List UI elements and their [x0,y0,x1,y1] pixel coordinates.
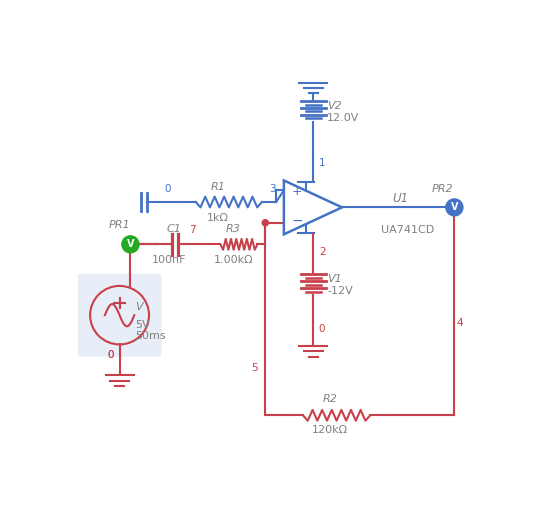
Text: V: V [450,203,458,212]
Text: 0: 0 [164,184,171,193]
Text: R3: R3 [226,223,241,234]
Text: 120kΩ: 120kΩ [312,425,348,435]
Text: V2: V2 [327,101,342,111]
Text: R1: R1 [211,182,225,192]
Text: 1.00kΩ: 1.00kΩ [213,255,253,265]
Text: V1: V1 [327,274,342,284]
Text: 1kΩ: 1kΩ [207,213,229,223]
Text: PR1: PR1 [109,220,131,231]
Text: 1: 1 [319,158,325,168]
FancyBboxPatch shape [78,274,162,357]
Text: V: V [135,302,143,313]
Text: UA741CD: UA741CD [381,225,434,236]
Text: 5V: 5V [135,320,150,330]
Text: V: V [127,239,134,249]
Text: R2: R2 [323,394,338,404]
Text: +: + [292,185,302,199]
Text: 4: 4 [457,318,463,328]
Text: 50ms: 50ms [135,330,166,341]
Circle shape [122,236,139,253]
Text: 7: 7 [189,225,196,235]
Circle shape [262,220,269,226]
Text: 3: 3 [269,184,276,193]
Text: C1: C1 [166,223,181,234]
Text: 0: 0 [107,350,113,360]
Text: 12.0V: 12.0V [327,113,360,123]
Text: 5: 5 [251,362,257,373]
Text: 0: 0 [107,350,113,360]
Text: U1: U1 [392,192,409,205]
Text: -12V: -12V [327,286,353,296]
Text: 0: 0 [319,324,325,334]
Text: −: − [292,214,303,228]
Text: 2: 2 [319,247,325,257]
Circle shape [446,199,463,216]
Text: 100nF: 100nF [152,255,186,265]
Text: PR2: PR2 [432,184,454,193]
